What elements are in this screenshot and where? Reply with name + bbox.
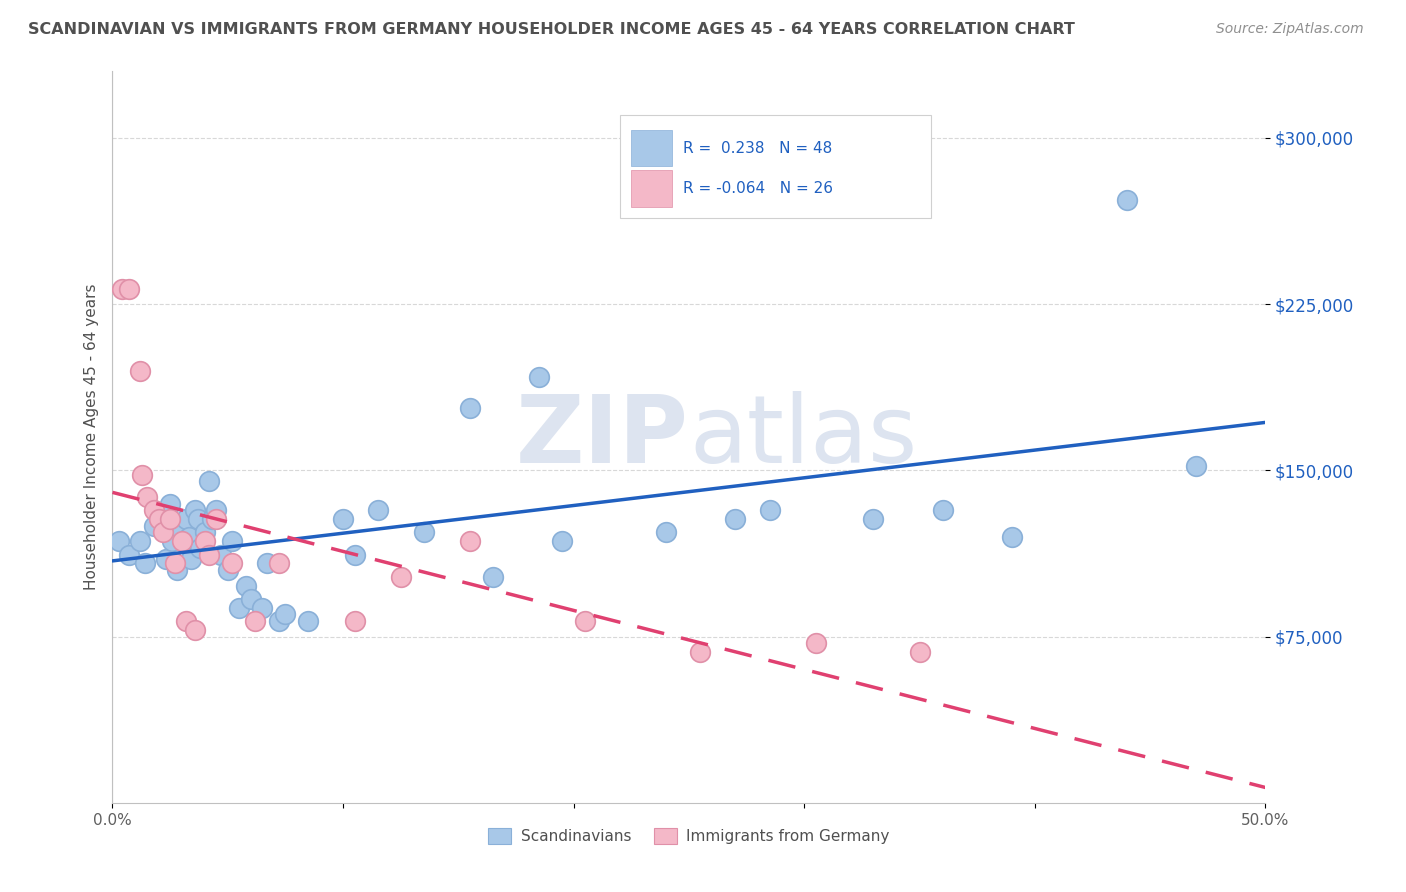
Point: [205, 512, 228, 526]
Point: [412, 525, 434, 540]
Point: [343, 548, 366, 562]
Text: ZIP: ZIP: [516, 391, 689, 483]
Text: SCANDINAVIAN VS IMMIGRANTS FROM GERMANY HOUSEHOLDER INCOME AGES 45 - 64 YEARS CO: SCANDINAVIAN VS IMMIGRANTS FROM GERMANY …: [28, 22, 1076, 37]
Point: [724, 512, 747, 526]
Point: [162, 534, 184, 549]
Point: [1185, 458, 1208, 473]
Point: [267, 614, 290, 628]
Point: [908, 645, 931, 659]
Point: [228, 600, 250, 615]
Point: [367, 503, 389, 517]
Point: [245, 614, 267, 628]
Point: [111, 282, 134, 296]
Point: [117, 548, 139, 562]
Point: [174, 512, 197, 526]
Point: [458, 534, 481, 549]
Point: [1116, 193, 1139, 207]
Point: [198, 475, 221, 489]
Point: [159, 512, 181, 526]
Point: [482, 570, 505, 584]
Point: [256, 557, 278, 571]
Point: [574, 614, 596, 628]
Point: [551, 534, 574, 549]
Bar: [620, 115, 931, 218]
Point: [184, 503, 207, 517]
Point: [131, 467, 153, 482]
Point: [148, 512, 170, 526]
Text: Source: ZipAtlas.com: Source: ZipAtlas.com: [1216, 22, 1364, 37]
Text: R =  0.238   N = 48: R = 0.238 N = 48: [683, 141, 832, 156]
Point: [221, 557, 243, 571]
Point: [152, 525, 174, 540]
Point: [174, 614, 197, 628]
Point: [198, 548, 221, 562]
Point: [252, 600, 274, 615]
Point: [343, 614, 366, 628]
Point: [152, 512, 174, 526]
Point: [217, 563, 239, 577]
Point: [136, 490, 159, 504]
Point: [209, 548, 232, 562]
Point: [177, 530, 200, 544]
Point: [143, 518, 166, 533]
Point: [274, 607, 297, 622]
Point: [221, 534, 243, 549]
Point: [129, 363, 152, 377]
Bar: [631, 170, 672, 207]
Text: atlas: atlas: [689, 391, 917, 483]
Point: [1001, 530, 1024, 544]
Point: [804, 636, 827, 650]
Point: [931, 503, 953, 517]
Point: [188, 541, 211, 555]
Point: [332, 512, 354, 526]
Point: [297, 614, 319, 628]
Point: [194, 534, 217, 549]
Point: [389, 570, 412, 584]
Point: [159, 497, 181, 511]
Point: [205, 503, 228, 517]
Point: [187, 512, 209, 526]
Point: [166, 563, 188, 577]
Point: [758, 503, 780, 517]
Point: [180, 552, 202, 566]
Point: [134, 557, 156, 571]
Point: [184, 623, 207, 637]
Point: [527, 370, 550, 384]
Point: [170, 534, 193, 549]
Legend: Scandinavians, Immigrants from Germany: Scandinavians, Immigrants from Germany: [482, 822, 896, 850]
Point: [239, 591, 262, 606]
Y-axis label: Householder Income Ages 45 - 64 years: Householder Income Ages 45 - 64 years: [83, 284, 98, 591]
Point: [163, 557, 186, 571]
Point: [155, 552, 177, 566]
Point: [129, 534, 152, 549]
Point: [235, 578, 257, 592]
Point: [108, 534, 131, 549]
Point: [267, 557, 290, 571]
Bar: [631, 130, 672, 167]
Point: [458, 401, 481, 416]
Point: [166, 518, 188, 533]
Point: [117, 282, 139, 296]
Point: [655, 525, 678, 540]
Text: R = -0.064   N = 26: R = -0.064 N = 26: [683, 181, 834, 196]
Point: [194, 525, 217, 540]
Point: [143, 503, 166, 517]
Point: [201, 512, 224, 526]
Point: [689, 645, 711, 659]
Point: [862, 512, 884, 526]
